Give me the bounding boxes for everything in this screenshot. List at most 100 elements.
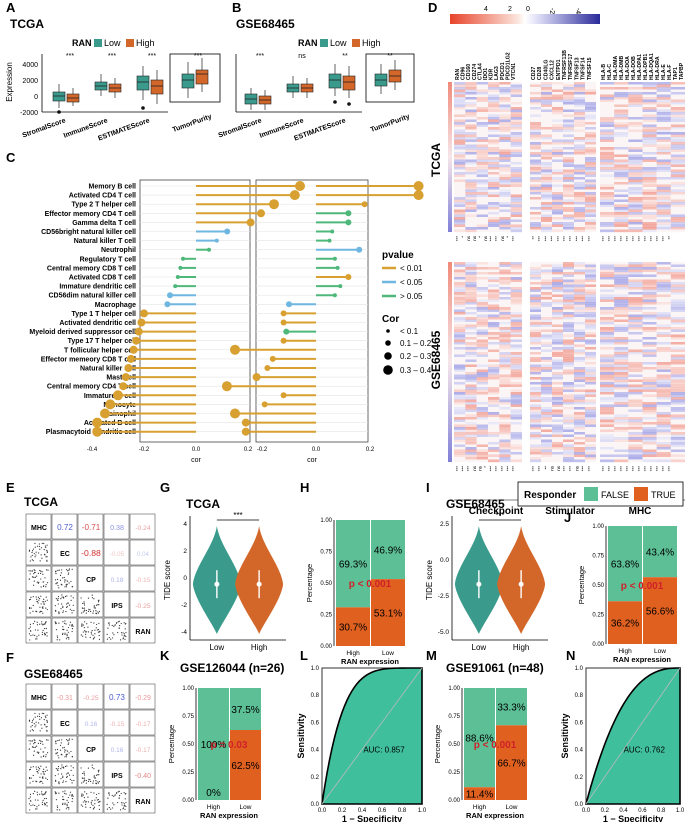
corr-cell [77,513,104,540]
scatter-point [42,573,44,575]
scatter-point [85,806,87,808]
heatmap-cell [600,132,615,135]
box-body [136,75,150,91]
heatmap-cell [642,442,657,445]
heatmap-cell [600,129,615,133]
scatter-point [71,738,73,740]
heatmap-cell [530,164,541,168]
scatter-point [43,598,45,600]
heatmap-cell [499,94,511,98]
heatmap-cell [454,372,466,375]
stack-false-pct: 46.9% [374,546,402,557]
heatmap-cell [488,449,500,453]
heatmap-cell [454,357,466,360]
heatmap-cell [600,449,615,453]
heatmap-cell [670,152,685,155]
scatter-point [65,603,68,605]
heatmap-cell [600,189,615,193]
heatmap-cell [488,124,500,128]
heatmap-cell [642,92,657,95]
heatmap-cell [454,319,466,323]
heatmap-cell [530,204,541,208]
lollipop-dot-right [280,310,287,317]
heatmap-cell [628,407,643,410]
heatmap-cell [552,179,563,183]
scatter-point [92,634,94,636]
heatmap-cell [614,457,629,460]
heatmap-cell [656,152,671,155]
heatmap-cell [488,162,500,165]
heatmap-cell [656,107,671,110]
scatter-point [43,549,45,551]
stack-ytick: 0.50 [448,742,460,748]
gene-label: TAP1 [673,67,679,80]
heatmap-cell [574,394,585,398]
scatter-point [39,623,41,625]
scatter-point [62,606,64,609]
heatmap-cell [574,94,585,98]
heatmap-cell [552,129,563,133]
heatmap-cell [628,284,643,288]
heatmap-cell [585,414,596,418]
heatmap-cell [465,287,477,290]
heatmap-cell [499,414,511,418]
heatmap-cell [510,264,522,268]
heatmap-cell [541,382,552,385]
heatmap-cell [552,322,563,325]
heatmap-cell [670,359,685,363]
heatmap-cell [510,342,522,345]
scatter-point [62,596,65,598]
heatmap-cell [614,394,629,398]
heatmap-cell [563,402,574,405]
heatmap-cell [656,437,671,440]
heatmap-cell [574,362,585,365]
scatter-point [29,570,32,572]
heatmap-cell [628,369,643,373]
scatter-point [56,752,59,754]
heatmap-cell [585,354,596,358]
heatmap-cell [552,214,563,218]
heatmap-cell [552,432,563,435]
scatter-point [30,800,32,802]
heatmap-cell [656,142,671,145]
heatmap-cell [530,314,541,318]
heatmap-cell [628,142,643,145]
scatter-point [65,579,67,581]
heatmap-cell [563,229,574,233]
heatmap-cell [476,364,488,368]
scatter-point [31,559,33,561]
heatmap-cell [614,454,629,458]
corr-value: 0.16 [111,747,124,754]
heatmap-cell [656,364,671,368]
scatter-point [33,754,35,756]
heatmap-cell [530,307,541,310]
heatmap-cell [499,392,511,395]
heatmap-cell [541,444,552,448]
heatmap-cell [600,182,615,185]
heatmap-cell [585,339,596,343]
scatter-point [45,607,47,609]
heatmap-cell [585,292,596,295]
scatter-point [72,625,74,627]
heatmap-cell [488,377,500,380]
heatmap-cell [476,429,488,433]
heatmap-cell [656,304,671,308]
heatmap-cell [499,274,511,278]
sig-gse: *** [601,466,606,472]
heatmap-cell [628,132,643,135]
heatmap-cell [488,127,500,130]
heatmap-cell [541,264,552,268]
scatter-point [35,766,37,768]
scatter-point [38,634,40,636]
heatmap-cell [628,359,643,363]
heatmap-cell [488,299,500,303]
heatmap-cell [614,154,629,158]
roc-ytick: 0.2 [575,775,584,781]
sig-gse: *** [461,466,466,472]
heatmap-cell [642,87,657,90]
heatmap-cell [499,219,511,223]
heatmap-cell [465,92,477,95]
heatmap-cell [488,172,500,175]
scale-tick-4: -4 [574,8,581,14]
scatter-point [58,622,60,624]
